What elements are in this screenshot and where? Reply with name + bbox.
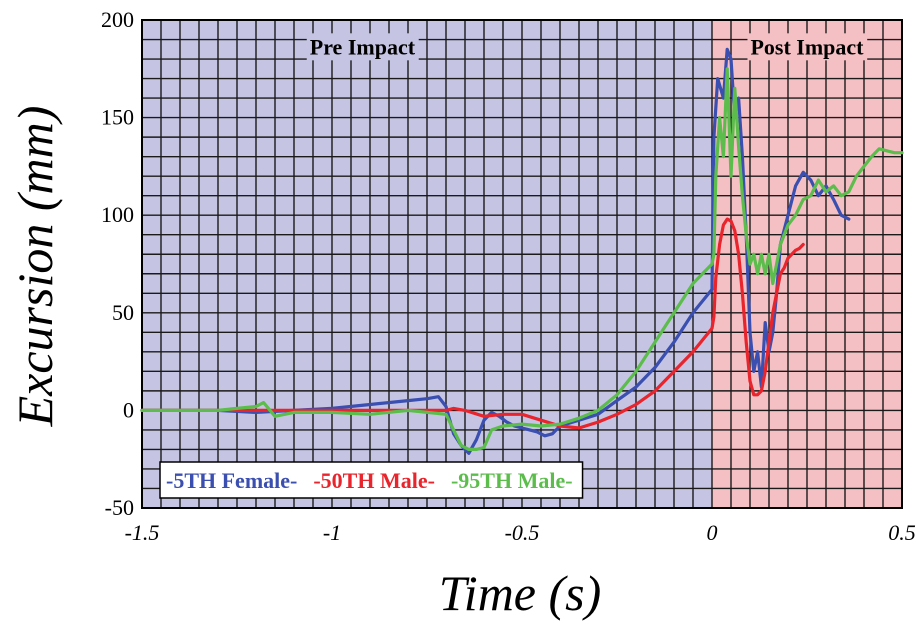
series-lines	[140, 47, 904, 455]
legend: -5TH Female- -50TH Male- -95TH Male-	[159, 461, 584, 499]
y-tick-label: 0	[123, 397, 134, 422]
plot-border	[141, 19, 903, 509]
region-label-pre-impact: Pre Impact	[310, 34, 416, 59]
x-tick-label: 0.5	[888, 520, 916, 545]
y-tick-label: 50	[112, 300, 134, 325]
x-tick-label: -0.5	[505, 520, 540, 545]
series-line-2	[140, 217, 805, 430]
x-tick-label: -1	[323, 520, 341, 545]
legend-entry-1: -5TH Female-	[166, 468, 297, 493]
y-tick-label: -50	[105, 495, 134, 520]
x-tick-label: 0	[707, 520, 718, 545]
x-tick-labels: -1.5 -1 -0.5 0 0.5	[125, 520, 916, 545]
x-tick-label: -1.5	[125, 520, 160, 545]
y-tick-label: 200	[101, 7, 134, 32]
region-labels: Pre Impact Post Impact	[306, 33, 868, 61]
grid-lines	[141, 19, 903, 509]
y-axis-title: Excursion (mm)	[7, 106, 63, 428]
x-axis-title: Time (s)	[439, 565, 602, 621]
legend-entry-3: -95TH Male-	[451, 468, 573, 493]
region-label-bg	[306, 33, 419, 61]
series-line-3	[140, 67, 904, 451]
y-tick-label: 100	[101, 202, 134, 227]
legend-box	[159, 461, 584, 499]
y-tick-labels: -50 0 50 100 150 200	[101, 7, 134, 520]
plot-frame	[141, 19, 903, 509]
region-label-post-impact: Post Impact	[750, 34, 864, 59]
region-label-bg	[747, 33, 868, 61]
legend-entry-2: -50TH Male-	[313, 468, 435, 493]
y-tick-label: 150	[101, 105, 134, 130]
